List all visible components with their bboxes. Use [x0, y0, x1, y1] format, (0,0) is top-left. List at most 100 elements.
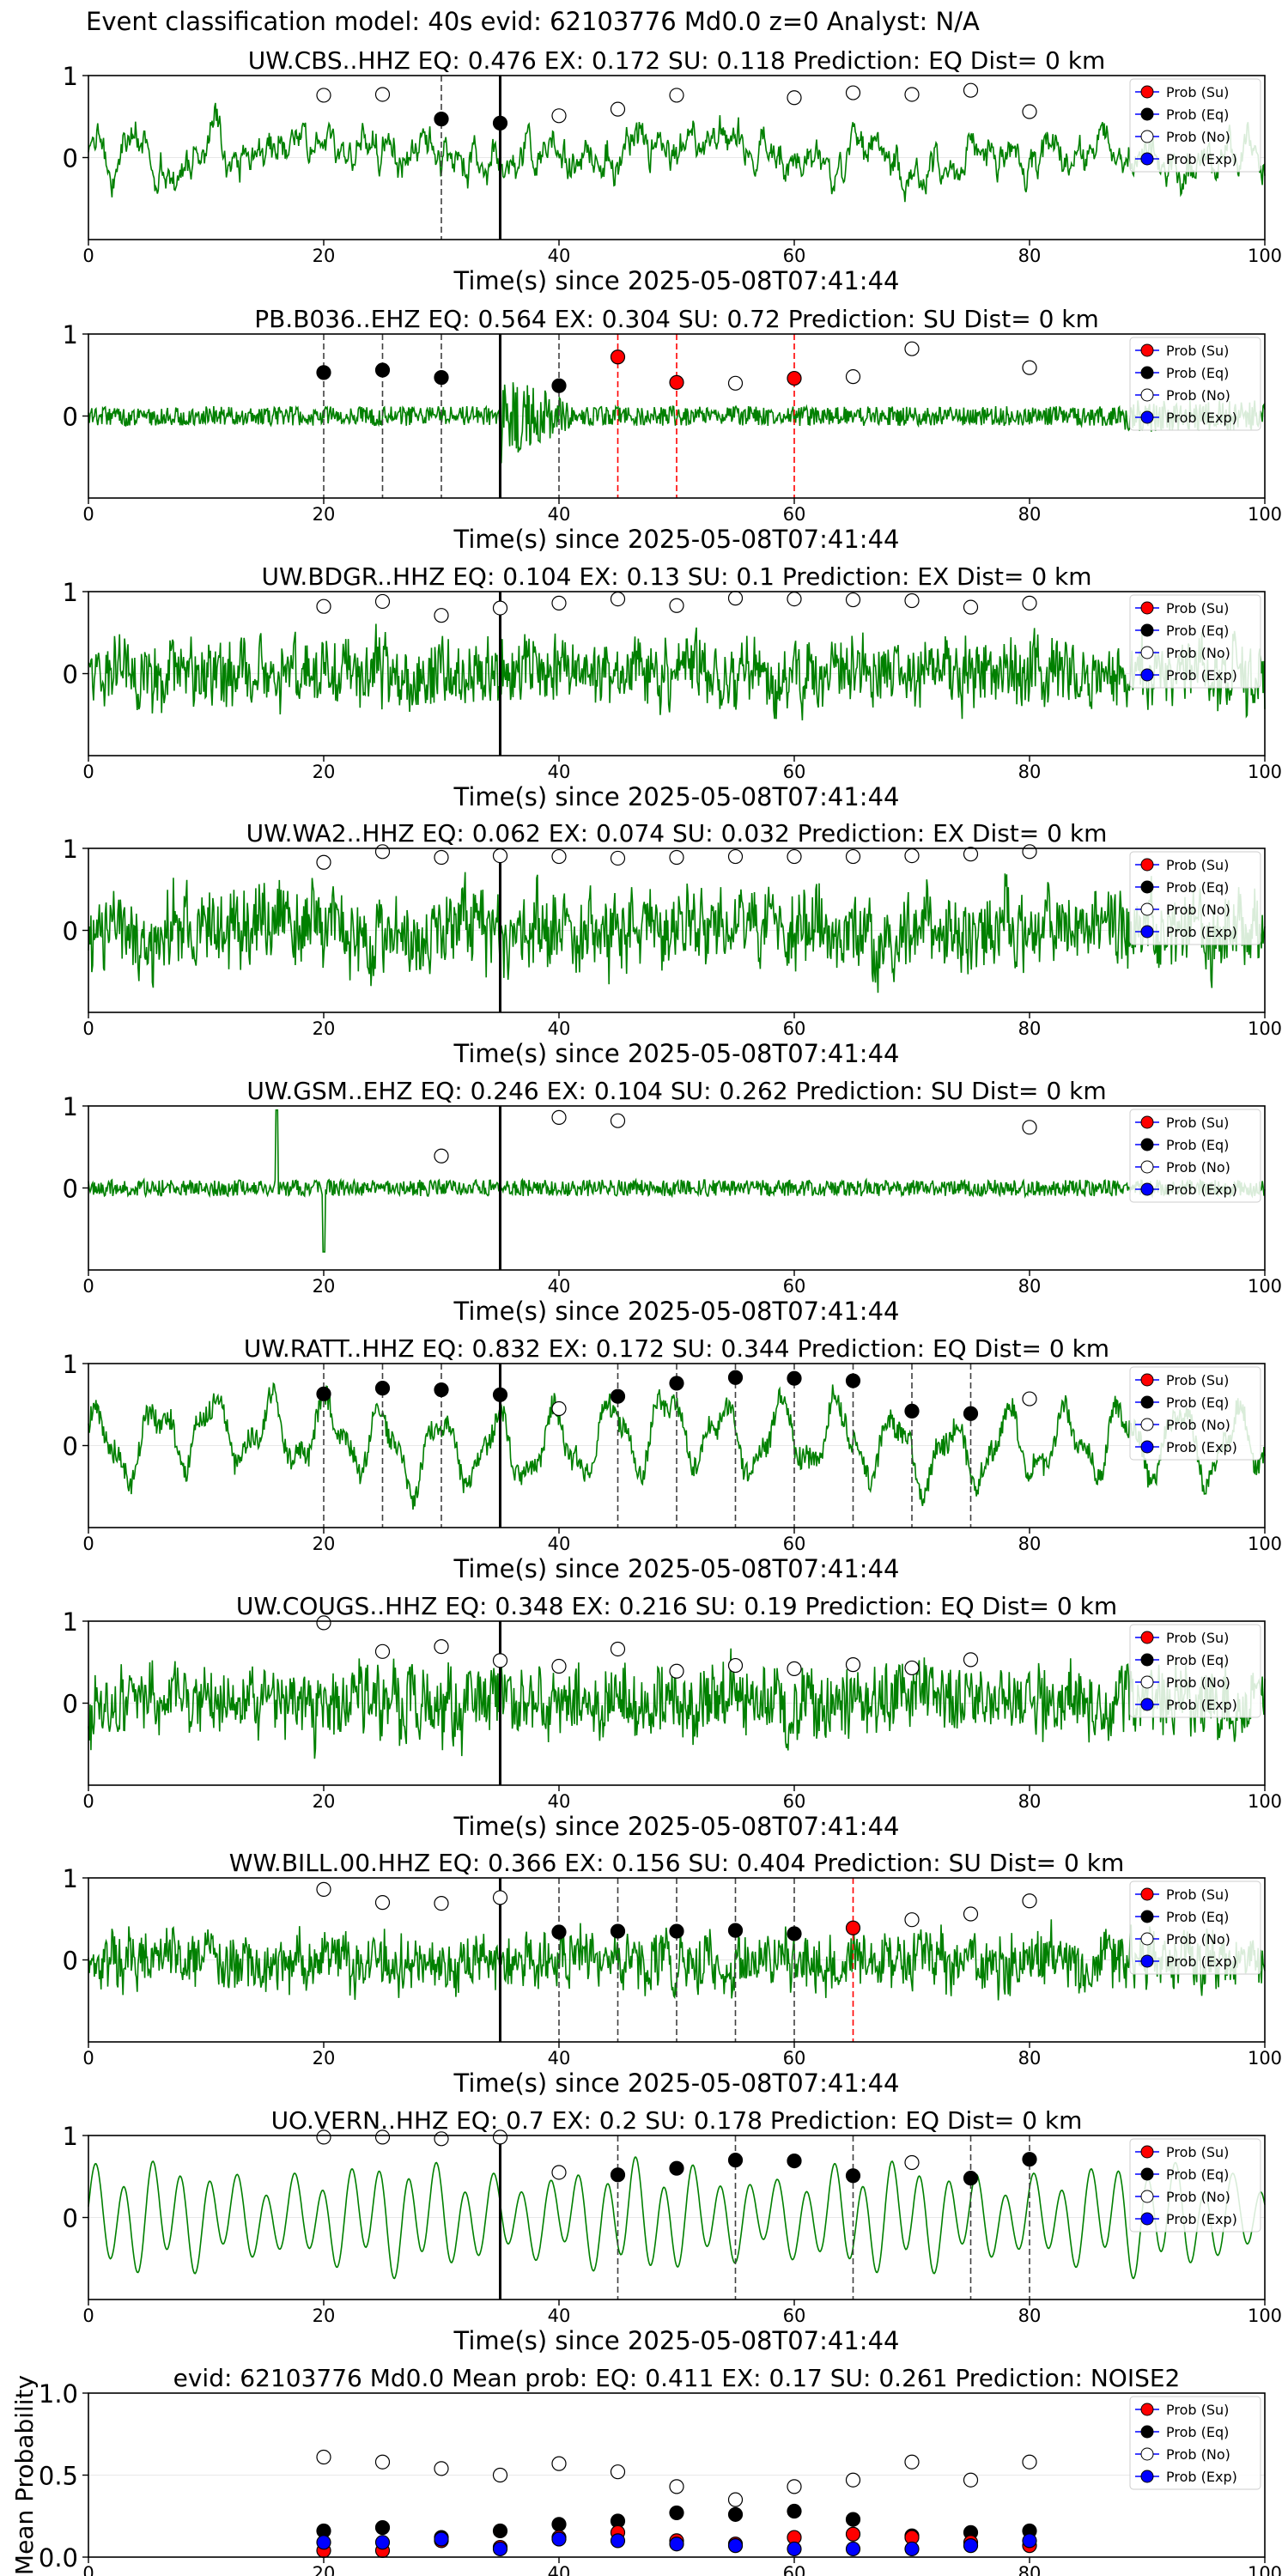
x-tick-label: 20 — [313, 1534, 336, 1554]
x-tick-label: 60 — [783, 504, 806, 525]
prob-no-point — [904, 592, 920, 609]
x-tick-label: 100 — [1248, 504, 1282, 525]
y-tick-label: 0 — [63, 403, 78, 432]
legend-box — [1129, 1880, 1261, 1975]
legend-marker — [1140, 152, 1154, 166]
x-axis-label: Time(s) since 2025-05-08T07:41:44 — [453, 1297, 900, 1326]
prob-eq-point — [374, 362, 391, 378]
waveform-trace — [88, 872, 1266, 993]
prob-no-point — [551, 2165, 567, 2180]
prob-no-point — [492, 2129, 508, 2145]
y-tick-label: 1 — [63, 1864, 78, 1893]
legend-label: Prob (Exp) — [1166, 924, 1237, 940]
prob-no-point — [434, 1896, 449, 1911]
x-tick-label: 20 — [313, 2563, 336, 2576]
prob-no-point — [727, 848, 744, 865]
prob-no-point — [551, 1400, 567, 1417]
legend-marker — [1140, 130, 1154, 143]
prob-eq-point — [727, 1370, 744, 1385]
x-tick-label: 60 — [783, 2048, 806, 2069]
prob-no-point — [374, 1895, 391, 1911]
y-tick-label: 0 — [63, 2204, 78, 2233]
prob-no-point — [316, 1615, 331, 1631]
y-tick-label: 0.5 — [39, 2462, 78, 2491]
legend-label: Prob (Exp) — [1166, 667, 1237, 683]
station-panel: UW.BDGR..HHZ EQ: 0.104 EX: 0.13 SU: 0.1 … — [63, 562, 1283, 811]
legend-label: Prob (Su) — [1166, 2144, 1229, 2160]
x-tick-label: 0 — [82, 2563, 94, 2576]
legend-label: Prob (Su) — [1166, 600, 1229, 617]
x-tick-label: 80 — [1018, 246, 1042, 266]
legend-label: Prob (Eq) — [1166, 879, 1229, 896]
mean-prob-point — [669, 2479, 684, 2494]
legend-label: Prob (Su) — [1166, 1115, 1229, 1131]
x-tick-label: 80 — [1018, 504, 1042, 525]
legend-label: Prob (Eq) — [1166, 2424, 1229, 2440]
prob-eq-point — [434, 370, 449, 386]
y-tick-label: 1 — [63, 62, 78, 91]
legend-marker — [1140, 623, 1154, 637]
prob-eq-point — [787, 1370, 802, 1386]
mean-prob-point — [434, 2461, 449, 2476]
x-tick-label: 20 — [313, 246, 336, 266]
y-tick-label: 0.0 — [39, 2543, 78, 2573]
legend-label: Prob (No) — [1166, 1931, 1230, 1947]
mean-prob-point — [492, 2523, 508, 2539]
prob-no-point — [904, 2154, 920, 2171]
x-tick-label: 80 — [1018, 1018, 1042, 1039]
prob-no-point — [610, 101, 626, 117]
prob-no-point — [1022, 1893, 1037, 1909]
y-tick-label: 0 — [63, 1690, 78, 1719]
prob-no-point — [669, 849, 684, 866]
prob-eq-point — [727, 1923, 744, 1938]
legend-label: Prob (No) — [1166, 1159, 1230, 1176]
x-tick-label: 40 — [548, 1276, 571, 1297]
mean-prob-point — [904, 2454, 920, 2470]
y-tick-label: 0 — [63, 1175, 78, 1204]
prob-eq-point — [492, 115, 508, 131]
prob-no-point — [1022, 360, 1037, 375]
prob-no-point — [1022, 1120, 1037, 1135]
legend-marker — [1140, 343, 1154, 357]
prob-no-point — [551, 108, 567, 124]
y-axis-label: Mean Probability — [10, 2375, 39, 2575]
x-tick-label: 20 — [313, 1018, 336, 1039]
legend-marker — [1140, 1675, 1154, 1689]
mean-prob-point — [669, 2505, 684, 2521]
x-tick-label: 100 — [1248, 2048, 1282, 2069]
prob-no-point — [610, 591, 626, 607]
mean-prob-point — [845, 2541, 861, 2557]
waveform-trace — [88, 1109, 1266, 1253]
station-panel: UW.GSM..EHZ EQ: 0.246 EX: 0.104 SU: 0.26… — [63, 1077, 1283, 1326]
y-tick-label: 0 — [63, 1432, 78, 1461]
x-tick-label: 20 — [313, 2306, 336, 2326]
prob-no-point — [963, 599, 979, 615]
x-tick-label: 0 — [82, 246, 94, 266]
prob-no-point — [434, 849, 449, 866]
legend-marker — [1140, 2447, 1154, 2461]
y-tick-label: 0 — [63, 144, 78, 173]
x-tick-label: 60 — [783, 762, 806, 782]
mean-prob-point — [787, 2503, 802, 2519]
legend-marker — [1140, 2167, 1154, 2181]
legend-box — [1129, 1366, 1261, 1461]
legend-label: Prob (Su) — [1166, 1886, 1229, 1903]
prob-no-point — [610, 850, 626, 866]
mean-prob-point — [610, 2533, 626, 2549]
panel-title: WW.BILL.00.HHZ EQ: 0.366 EX: 0.156 SU: 0… — [229, 1849, 1124, 1877]
legend-label: Prob (Su) — [1166, 343, 1229, 359]
prob-no-point — [434, 2131, 449, 2147]
waveform-trace — [88, 102, 1266, 203]
mean-prob-point — [1022, 2533, 1037, 2549]
prob-eq-point — [787, 2154, 802, 2169]
prob-no-point — [551, 848, 567, 865]
y-tick-label: 1 — [63, 2122, 78, 2151]
mean-prob-point — [845, 2526, 861, 2542]
x-tick-label: 40 — [548, 2563, 571, 2576]
prob-no-point — [1022, 1391, 1037, 1406]
prob-no-point — [904, 1660, 920, 1676]
legend-label: Prob (No) — [1166, 1674, 1230, 1691]
y-tick-label: 1 — [63, 320, 78, 349]
prob-no-point — [669, 1663, 684, 1679]
